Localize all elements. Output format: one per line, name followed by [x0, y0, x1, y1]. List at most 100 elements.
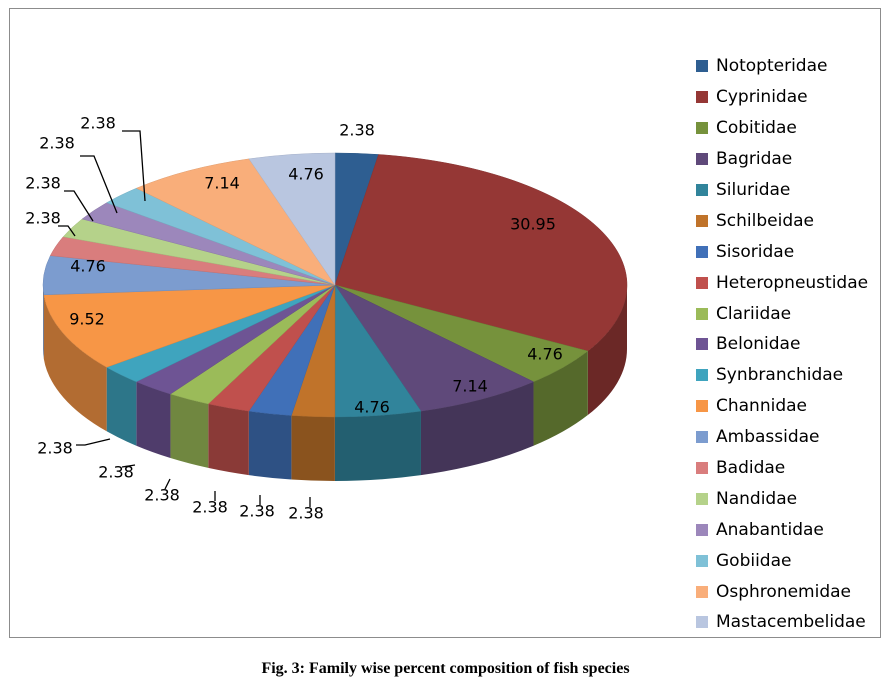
legend-label: Heteropneustidae — [716, 272, 869, 293]
data-label-anabantidae: 2.38 — [39, 134, 75, 153]
legend-label: Schilbeidae — [716, 210, 814, 231]
legend-item-notopteridae: Notopteridae — [696, 51, 886, 82]
legend-item-ambassidae: Ambassidae — [696, 422, 886, 453]
pie-slice-mastacembelidae — [248, 152, 336, 286]
legend-swatch — [696, 554, 708, 567]
legend-swatch — [696, 369, 708, 382]
legend-item-osphronemidae: Osphronemidae — [696, 576, 886, 607]
legend-swatch — [696, 214, 708, 227]
legend-item-bagridae: Bagridae — [696, 144, 886, 175]
data-label-schilbeidae: 2.38 — [288, 504, 324, 523]
legend-label: Synbranchidae — [716, 365, 844, 386]
legend-swatch — [696, 122, 708, 135]
data-label-siluridae: 4.76 — [354, 398, 390, 417]
leader-line-gobiidae — [122, 130, 146, 202]
legend-item-cobitidae: Cobitidae — [696, 113, 886, 144]
legend-label: Siluridae — [716, 180, 791, 200]
data-label-heteropneustidae: 2.38 — [192, 498, 228, 517]
legend-swatch — [696, 245, 708, 258]
data-label-mastacembelidae: 4.76 — [288, 165, 324, 184]
pie-slice-side-cyprinidae — [587, 285, 627, 416]
pie-slice-side-ambassidae — [43, 285, 44, 359]
data-label-channidae: 9.52 — [69, 310, 105, 329]
data-label-badidae: 2.38 — [25, 209, 61, 228]
legend-label: Osphronemidae — [716, 581, 852, 602]
legend-swatch — [696, 492, 708, 505]
legend-item-heteropneustidae: Heteropneustidae — [696, 267, 886, 298]
legend-swatch — [696, 91, 708, 104]
legend-label: Ambassidae — [716, 427, 820, 448]
figure-caption: Fig. 3: Family wise percent composition … — [261, 660, 630, 677]
pie-slice-side-bagridae — [420, 381, 534, 476]
legend-item-nandidae: Nandidae — [696, 483, 886, 514]
data-label-synbranchidae: 2.38 — [37, 439, 73, 458]
legend-label: Gobiidae — [716, 550, 792, 571]
legend-label: Cobitidae — [716, 118, 797, 139]
data-label-osphronemidae: 7.14 — [204, 174, 240, 193]
leader-line-clariidae — [164, 478, 171, 490]
legend-item-siluridae: Siluridae — [696, 175, 886, 206]
pie-slice-side-cobitidae — [533, 351, 588, 446]
legend-item-gobiidae: Gobiidae — [696, 545, 886, 576]
legend-swatch — [696, 616, 708, 629]
legend-label: Bagridae — [716, 149, 793, 170]
data-label-gobiidae: 2.38 — [80, 114, 116, 133]
legend-swatch — [696, 585, 708, 598]
legend-label: Badidae — [716, 458, 786, 479]
data-label-ambassidae: 4.76 — [70, 257, 106, 276]
legend-label: Clariidae — [716, 303, 792, 324]
legend-label: Mastacembelidae — [716, 612, 866, 633]
legend-item-clariidae: Clariidae — [696, 298, 886, 329]
legend-item-belonidae: Belonidae — [696, 329, 886, 360]
legend-item-badidae: Badidae — [696, 453, 886, 484]
legend-swatch — [696, 338, 708, 351]
legend-label: Notopteridae — [716, 56, 828, 77]
pie-slice-osphronemidae — [135, 158, 336, 286]
leader-line-badidae — [58, 225, 76, 237]
data-label-belonidae: 2.38 — [98, 463, 134, 482]
legend-label: Nandidae — [716, 488, 798, 509]
data-label-nandidae: 2.38 — [25, 174, 61, 193]
data-label-cyprinidae: 30.95 — [510, 215, 556, 234]
legend-swatch — [696, 431, 708, 444]
pie-slice-side-synbranchidae — [106, 367, 137, 446]
leader-line-synbranchidae — [76, 438, 111, 446]
pie-slice-cyprinidae — [334, 154, 628, 352]
legend-item-sisoridae: Sisoridae — [696, 236, 886, 267]
data-label-sisoridae: 2.38 — [239, 502, 275, 521]
legend-swatch — [696, 523, 708, 536]
legend-label: Sisoridae — [716, 241, 795, 262]
legend-label: Belonidae — [716, 334, 801, 355]
legend-label: Channidae — [716, 396, 808, 417]
legend-swatch — [696, 184, 708, 196]
legend-swatch — [696, 462, 708, 475]
legend-item-channidae: Channidae — [696, 391, 886, 422]
legend-item-synbranchidae: Synbranchidae — [696, 360, 886, 391]
data-label-bagridae: 7.14 — [452, 377, 488, 396]
legend: Notopteridae Cyprinidae Cobitidae Bagridae S… — [696, 51, 886, 638]
legend-label: Anabantidae — [716, 519, 824, 540]
legend-swatch — [696, 60, 708, 73]
chart-area: 2.38 30.95 4.76 7.14 4.76 2.38 2.38 2.38 2.38 2.3… — [9, 8, 881, 638]
data-label-clariidae: 2.38 — [144, 486, 180, 505]
leader-line-nandidae — [64, 190, 94, 222]
leader-line-belonidae — [121, 464, 136, 468]
legend-item-mastacembelidae: Mastacembelidae — [696, 607, 886, 638]
pie-chart: 2.38 30.95 4.76 7.14 4.76 2.38 2.38 2.38 2.38 2.3… — [25, 114, 628, 523]
data-label-cobitidae: 4.76 — [527, 345, 563, 364]
pie-slice-side-belonidae — [136, 381, 171, 459]
legend-item-schilbeidae: Schilbeidae — [696, 205, 886, 236]
legend-item-cyprinidae: Cyprinidae — [696, 82, 886, 113]
pie-slice-side-sisoridae — [248, 411, 292, 480]
legend-swatch — [696, 153, 708, 166]
legend-swatch — [696, 276, 708, 289]
data-label-notopteridae: 2.38 — [339, 121, 375, 140]
pie-slice-bagridae — [334, 284, 535, 412]
pie-slice-channidae — [43, 284, 336, 368]
pie-slice-side-siluridae — [334, 411, 421, 481]
legend-item-anabantidae: Anabantidae — [696, 514, 886, 545]
legend-label: Cyprinidae — [716, 87, 808, 108]
pie-slice-side-clariidae — [170, 394, 209, 468]
legend-swatch — [696, 307, 708, 320]
pie-slice-side-schilbeidae — [291, 415, 335, 481]
